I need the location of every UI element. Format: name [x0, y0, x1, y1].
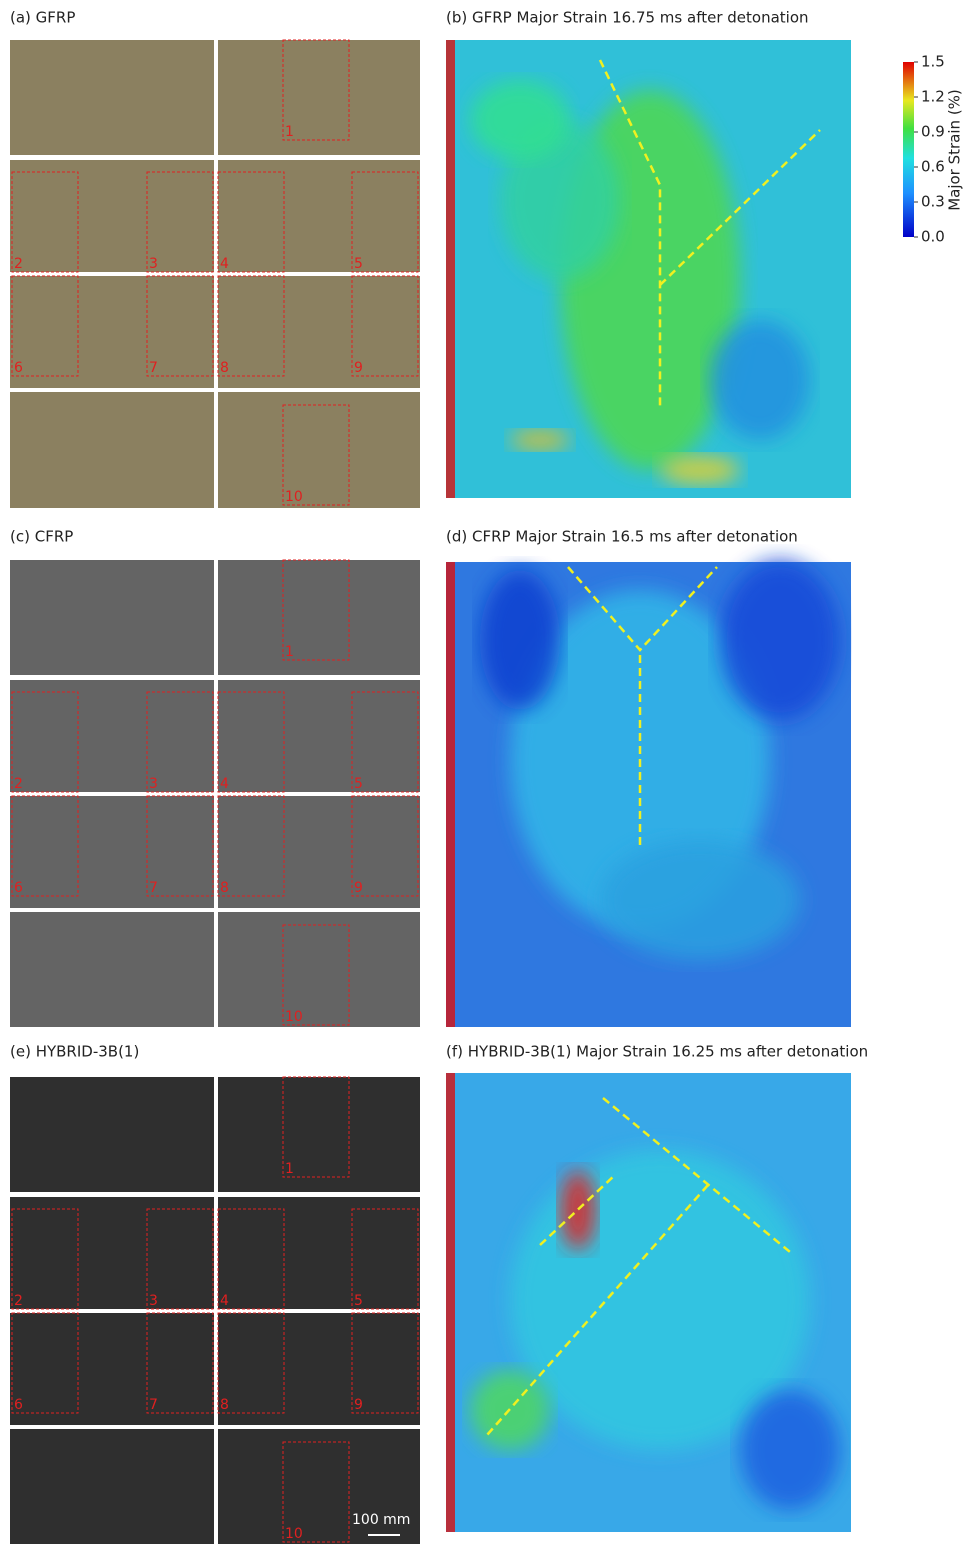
region-number: 2 — [14, 776, 23, 792]
region-number: 9 — [354, 1397, 363, 1413]
strain-blob — [740, 1390, 840, 1510]
region-number: 7 — [149, 360, 158, 376]
region-number: 10 — [285, 1009, 303, 1025]
region-number: 1 — [285, 644, 294, 660]
slab — [218, 680, 420, 792]
region-number: 8 — [220, 1397, 229, 1413]
tick-label: 0.3 — [921, 193, 945, 211]
slab — [218, 796, 420, 908]
region-number: 3 — [149, 1293, 158, 1309]
region-number: 2 — [14, 256, 23, 272]
strain-blob — [560, 1170, 596, 1250]
tick-label: 1.2 — [921, 88, 945, 106]
figure: (a) GFRP (b) GFRP Major Strain 16.75 ms … — [0, 0, 973, 1544]
slab — [10, 1429, 214, 1544]
slab — [218, 276, 420, 388]
strain-blob — [470, 80, 570, 160]
region-number: 3 — [149, 256, 158, 272]
region-number: 4 — [220, 256, 229, 272]
region-number: 5 — [354, 1293, 363, 1309]
slab — [10, 392, 214, 508]
region-number: 6 — [14, 1397, 23, 1413]
slab — [10, 160, 214, 272]
panel-label: (a) GFRP — [10, 9, 75, 27]
region-number: 9 — [354, 880, 363, 896]
tick-label: 1.5 — [921, 53, 945, 71]
slab — [218, 1197, 420, 1309]
tick-label: 0.0 — [921, 228, 945, 246]
region-number: 1 — [285, 1161, 294, 1177]
strain-blob — [710, 320, 810, 440]
slab — [10, 796, 214, 908]
region-number: 5 — [354, 256, 363, 272]
region-number: 9 — [354, 360, 363, 376]
colorbar — [903, 62, 914, 237]
region-number: 2 — [14, 1293, 23, 1309]
region-number: 3 — [149, 776, 158, 792]
strain-blob — [720, 560, 840, 720]
panel-label: (d) CFRP Major Strain 16.5 ms after deto… — [446, 528, 798, 546]
region-number: 8 — [220, 880, 229, 896]
panel-label: (b) GFRP Major Strain 16.75 ms after det… — [446, 9, 809, 27]
panel-label: (f) HYBRID-3B(1) Major Strain 16.25 ms a… — [446, 1043, 868, 1061]
strain-blob — [660, 455, 740, 485]
slab — [218, 912, 420, 1027]
strain-blob — [510, 430, 570, 450]
edge — [446, 40, 455, 498]
slab — [218, 40, 420, 155]
panel-label: (c) CFRP — [10, 528, 73, 546]
slab — [218, 1077, 420, 1192]
tick-label: 0.6 — [921, 158, 945, 176]
slab — [218, 1313, 420, 1425]
scale-bar-label: 100 mm — [352, 1512, 410, 1528]
region-number: 6 — [14, 360, 23, 376]
strain-blob — [480, 570, 560, 710]
slab — [218, 560, 420, 675]
slab — [10, 560, 214, 675]
slab — [10, 680, 214, 792]
region-number: 4 — [220, 776, 229, 792]
slab — [218, 392, 420, 508]
strain-blob — [600, 840, 800, 960]
edge — [446, 1073, 455, 1532]
region-number: 5 — [354, 776, 363, 792]
slab — [10, 276, 214, 388]
region-number: 7 — [149, 1397, 158, 1413]
slab — [10, 1313, 214, 1425]
slab — [10, 40, 214, 155]
colorbar-label: Major Strain (%) — [946, 89, 964, 211]
region-number: 10 — [285, 1526, 303, 1542]
slab — [10, 1197, 214, 1309]
region-number: 4 — [220, 1293, 229, 1309]
panel-label: (e) HYBRID-3B(1) — [10, 1043, 139, 1061]
region-number: 10 — [285, 489, 303, 505]
tick-label: 0.9 — [921, 123, 945, 141]
region-number: 1 — [285, 124, 294, 140]
slab — [10, 1077, 214, 1192]
region-number: 6 — [14, 880, 23, 896]
slab — [218, 160, 420, 272]
region-number: 7 — [149, 880, 158, 896]
slab — [10, 912, 214, 1027]
region-number: 8 — [220, 360, 229, 376]
edge — [446, 562, 455, 1027]
